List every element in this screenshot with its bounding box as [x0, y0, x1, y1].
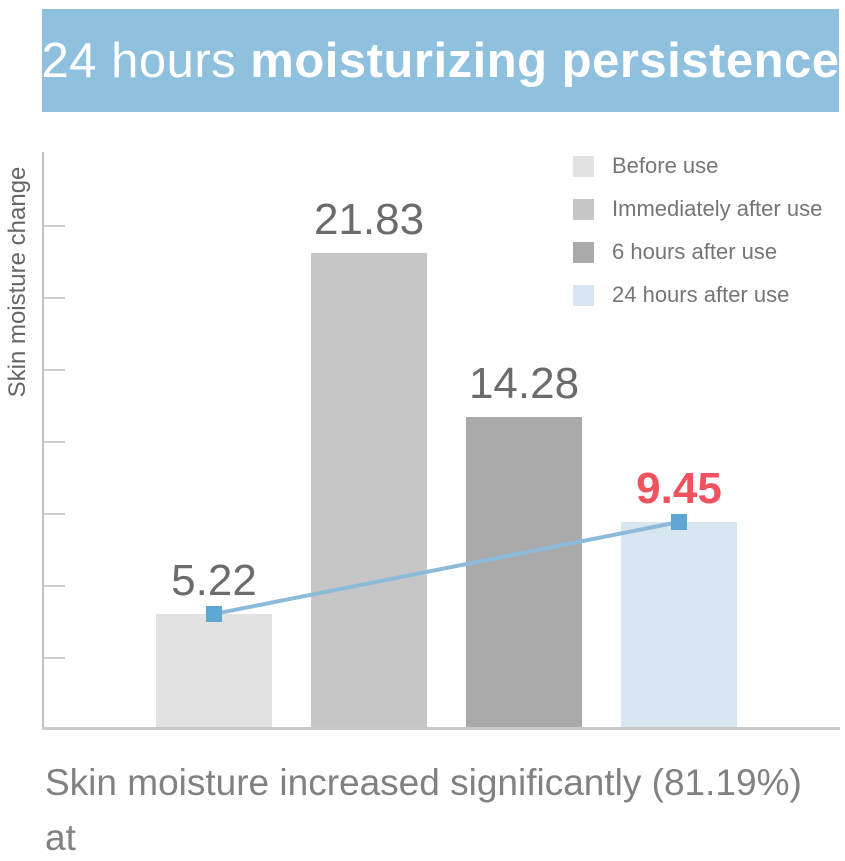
legend-item-immediately-after-use: Immediately after use: [573, 196, 822, 222]
y-axis-tick: [44, 513, 65, 515]
bar-6-hours-after-use: [466, 417, 582, 727]
y-axis-tick: [44, 369, 65, 371]
title-prefix: 24 hours: [41, 33, 251, 88]
title-banner: 24 hours moisturizing persistence: [41, 9, 840, 112]
legend-item-before-use: Before use: [573, 153, 822, 179]
legend-label: 6 hours after use: [612, 239, 778, 264]
y-axis-tick: [44, 441, 65, 443]
bar-value-6-hours-after-use: 14.28: [468, 359, 580, 408]
legend-item-6-hours-after-use: 6 hours after use: [573, 239, 822, 265]
bar-24-hours-after-use: [621, 522, 737, 727]
legend-label: 24 hours after use: [612, 282, 790, 307]
bar-before-use: [156, 614, 272, 727]
bar-value-before-use: 5.22: [171, 556, 257, 605]
legend: Before use Immediately after use 6 hours a…: [573, 153, 822, 308]
bar-value-24-hours-after-use: 9.45: [636, 464, 722, 513]
bar-value-immediately-after-use: 21.83: [313, 195, 425, 244]
legend-swatch-icon: [573, 241, 594, 263]
y-axis-tick: [44, 297, 65, 299]
x-axis-line: [42, 727, 840, 730]
y-axis-tick: [44, 657, 65, 659]
y-axis-line: [42, 152, 44, 730]
bar-immediately-after-use: [311, 253, 427, 727]
y-axis-label: Skin moisture change: [4, 166, 31, 398]
legend-item-24-hours-after-use: 24 hours after use: [573, 282, 822, 308]
caption: Skin moisture increased significantly (8…: [45, 755, 835, 861]
legend-label: Before use: [612, 153, 719, 178]
y-axis-tick: [44, 225, 65, 227]
legend-label: Immediately after use: [612, 196, 823, 221]
title-emphasis: moisturizing persistence: [250, 33, 840, 88]
legend-swatch-icon: [573, 284, 594, 306]
legend-swatch-icon: [573, 198, 594, 220]
y-axis-tick: [44, 585, 65, 587]
caption-line-1: Skin moisture increased significantly (8…: [45, 762, 802, 858]
legend-swatch-icon: [573, 155, 594, 177]
trend-line: [213, 520, 680, 616]
